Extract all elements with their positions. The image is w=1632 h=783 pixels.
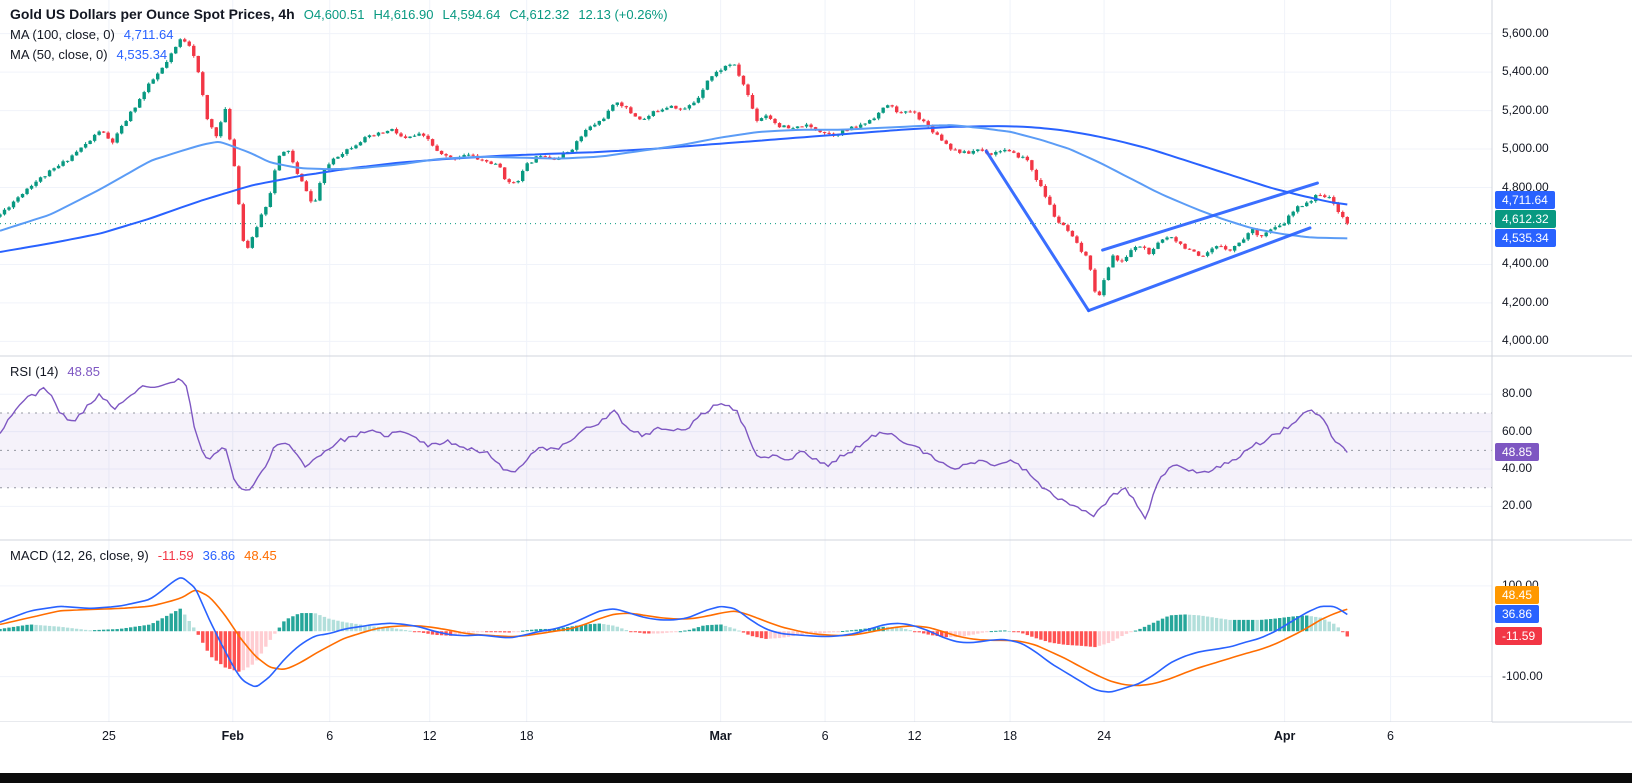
scale-tick: 4,000.00 bbox=[1502, 333, 1549, 348]
price-scale[interactable]: 5,600.00 5,400.00 5,200.00 5,000.00 4,800.00… bbox=[1492, 0, 1632, 722]
ohlc-change: 12.13 (+0.26%) bbox=[578, 7, 668, 22]
rsi-value-badge: 48.85 bbox=[1495, 443, 1540, 462]
rsi-legend-value: 48.85 bbox=[67, 364, 100, 379]
window-edge bbox=[0, 773, 1632, 783]
ohlc-open: O4,600.51 bbox=[303, 7, 365, 22]
ohlc-low: L4,594.64 bbox=[442, 7, 501, 22]
ohlc-close: C4,612.32 bbox=[509, 7, 570, 22]
ma50-price-badge: 4,535.34 bbox=[1495, 229, 1556, 248]
ma100-legend-label[interactable]: MA (100, close, 0) bbox=[10, 27, 115, 42]
ma50-legend-label[interactable]: MA (50, close, 0) bbox=[10, 47, 108, 62]
symbol-title[interactable]: Gold US Dollars per Ounce Spot Prices, 4… bbox=[10, 6, 295, 22]
time-axis[interactable]: 25 Feb 6 12 18 Mar 6 12 18 24 Apr 6 bbox=[0, 722, 1492, 772]
scale-tick: -100.00 bbox=[1502, 668, 1543, 683]
scale-tick: 80.00 bbox=[1502, 386, 1533, 401]
ma100-legend-value: 4,711.64 bbox=[123, 27, 174, 42]
scale-tick: 5,400.00 bbox=[1502, 64, 1549, 79]
time-tick-6: 6 bbox=[326, 729, 334, 743]
time-tick-Mar: Mar bbox=[709, 729, 732, 743]
main-legend: Gold US Dollars per Ounce Spot Prices, 4… bbox=[10, 6, 668, 67]
rsi-legend-label[interactable]: RSI (14) bbox=[10, 364, 59, 379]
macd-signal-badge: 48.45 bbox=[1495, 586, 1540, 605]
scale-tick: 5,000.00 bbox=[1502, 141, 1549, 156]
macd-signal-value: 48.45 bbox=[244, 548, 277, 563]
time-tick-Apr: Apr bbox=[1273, 729, 1296, 743]
time-tick-Feb: Feb bbox=[221, 729, 244, 743]
time-tick-12: 12 bbox=[907, 729, 922, 743]
ohlc-high: H4,616.90 bbox=[373, 7, 434, 22]
macd-hist-value: -11.59 bbox=[157, 548, 194, 563]
scale-tick: 60.00 bbox=[1502, 423, 1533, 438]
scale-tick: 5,200.00 bbox=[1502, 102, 1549, 117]
macd-line-value: 36.86 bbox=[202, 548, 236, 563]
ma100-price-badge: 4,711.64 bbox=[1495, 191, 1555, 210]
scale-tick: 4,800.00 bbox=[1502, 179, 1549, 194]
time-tick-12: 12 bbox=[422, 729, 437, 743]
time-tick-18: 18 bbox=[519, 729, 534, 743]
time-tick-18: 18 bbox=[1003, 729, 1018, 743]
macd-legend: MACD (12, 26, close, 9) -11.59 36.86 48.… bbox=[10, 548, 277, 568]
scale-tick: 4,200.00 bbox=[1502, 294, 1549, 309]
last-price-badge: 4,612.32 bbox=[1495, 210, 1556, 229]
scale-tick: 5,600.00 bbox=[1502, 25, 1549, 40]
scale-tick: 20.00 bbox=[1502, 498, 1533, 513]
time-tick-6: 6 bbox=[1387, 729, 1394, 743]
rsi-legend: RSI (14) 48.85 bbox=[10, 364, 100, 384]
scale-tick: 4,400.00 bbox=[1502, 256, 1549, 271]
scale-tick: 40.00 bbox=[1502, 461, 1533, 475]
ma50-legend-value: 4,535.34 bbox=[116, 47, 168, 62]
time-tick-25: 25 bbox=[101, 729, 116, 743]
macd-line-badge: 36.86 bbox=[1495, 605, 1540, 624]
macd-legend-label[interactable]: MACD (12, 26, close, 9) bbox=[10, 548, 149, 563]
macd-hist-badge: -11.59 bbox=[1495, 627, 1543, 646]
time-tick-24: 24 bbox=[1097, 729, 1112, 743]
time-tick-6: 6 bbox=[821, 729, 829, 743]
